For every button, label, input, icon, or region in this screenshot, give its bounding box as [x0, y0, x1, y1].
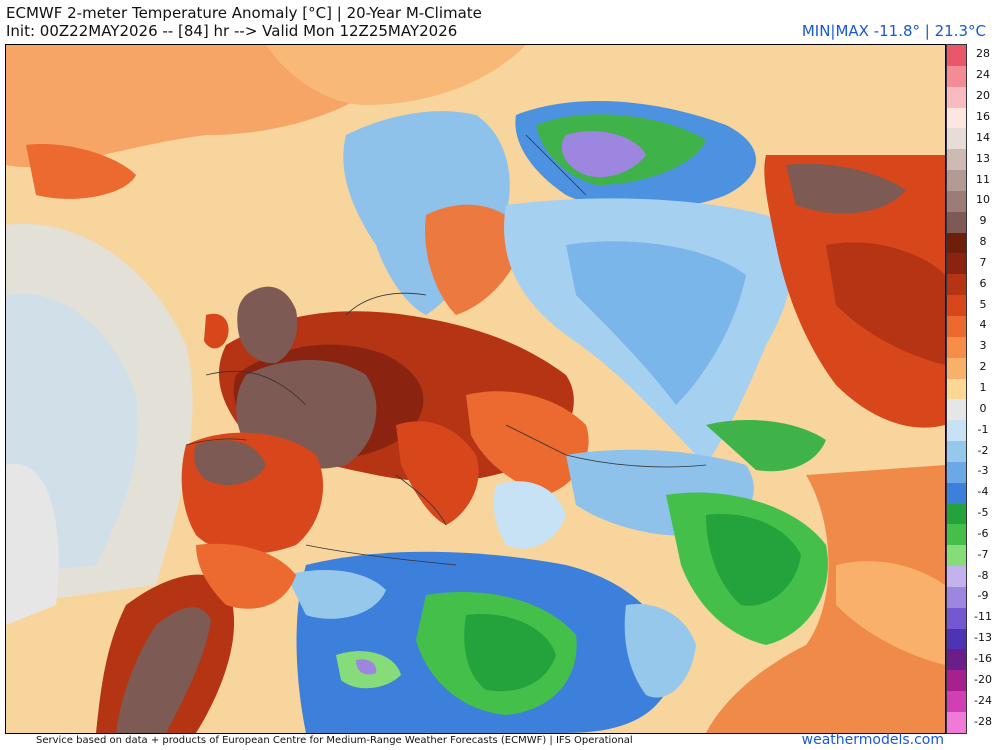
legend-swatch: [947, 170, 966, 191]
legend-swatch: [947, 607, 966, 629]
map-title: ECMWF 2-meter Temperature Anomaly [°C] |…: [6, 4, 482, 22]
legend-swatch: [947, 712, 966, 733]
legend-swatch: [947, 45, 966, 66]
legend-label: -1: [977, 422, 989, 436]
legend-swatch: [947, 149, 966, 171]
legend-label: -16: [974, 652, 992, 666]
legend-swatch: [947, 211, 966, 233]
legend-swatch: [947, 691, 966, 712]
legend-swatch: [947, 378, 966, 400]
legend-label: -5: [977, 506, 989, 520]
legend-swatch: [947, 253, 966, 275]
legend-swatch: [947, 461, 966, 483]
legend-swatch: [947, 315, 966, 337]
legend-swatch: [947, 649, 966, 671]
legend-label: 5: [979, 297, 987, 311]
legend-label: 7: [979, 255, 987, 269]
legend-label: -4: [977, 485, 989, 499]
legend-label: 28: [976, 47, 990, 61]
legend-label: 14: [976, 130, 990, 144]
legend-swatch: [947, 295, 966, 316]
legend-swatch: [947, 190, 966, 212]
legend-swatch: [947, 399, 966, 421]
legend-label: 16: [976, 109, 990, 123]
legend-label: 0: [979, 401, 987, 415]
legend-label: 9: [979, 214, 987, 228]
legend-label: -13: [974, 631, 992, 645]
legend-label: 20: [976, 89, 990, 103]
legend-label: -11: [974, 610, 992, 624]
legend-swatch: [947, 503, 966, 525]
legend-swatch: [947, 357, 966, 379]
legend-label: 11: [976, 172, 990, 186]
legend-label: -6: [977, 526, 989, 540]
legend-swatch: [947, 65, 966, 87]
legend-label: 2: [979, 360, 987, 374]
temperature-anomaly-map: [5, 44, 946, 734]
legend-swatch: [947, 232, 966, 254]
legend-label: -20: [974, 672, 992, 686]
legend-swatch: [947, 128, 966, 150]
brand-link[interactable]: weathermodels.com: [801, 732, 944, 748]
legend-swatch: [947, 566, 966, 587]
legend-label: -28: [974, 714, 992, 728]
legend-label: -2: [977, 443, 989, 457]
legend-swatch: [947, 336, 966, 358]
legend-swatch: [947, 86, 966, 108]
legend-swatch: [947, 107, 966, 129]
legend-swatch: [947, 274, 966, 296]
legend-label: -9: [977, 589, 989, 603]
legend-label: 13: [976, 151, 990, 165]
color-legend: [946, 44, 967, 734]
legend-label: -3: [977, 464, 989, 478]
legend-swatch: [947, 628, 966, 650]
credit-text: Service based on data + products of Euro…: [36, 735, 633, 746]
min-max-readout: MIN|MAX -11.8° | 21.3°C: [801, 22, 986, 40]
legend-swatch: [947, 670, 966, 692]
legend-labels: 28 24 20 16 14 13 11 10 9 8 7 6 5 4 3 2 1 0 -1 -2 -3 -4 -5 -6 -7…: [966, 44, 1000, 732]
legend-label: 24: [976, 68, 990, 82]
legend-label: 6: [979, 276, 987, 290]
legend-swatch: [947, 545, 966, 567]
legend-label: 1: [979, 381, 987, 394]
legend-label: 4: [979, 318, 987, 332]
legend-label: 10: [976, 193, 990, 207]
legend-swatch: [947, 441, 966, 462]
legend-swatch: [947, 524, 966, 546]
map-subtitle: Init: 00Z22MAY2026 -- [84] hr --> Valid …: [6, 22, 458, 40]
legend-label: 8: [979, 235, 987, 249]
legend-swatch: [947, 586, 966, 608]
legend-swatch: [947, 420, 966, 442]
legend-swatch: [947, 482, 966, 504]
legend-label: -8: [977, 568, 989, 582]
legend-label: -24: [974, 693, 992, 707]
legend-label: -7: [977, 547, 989, 561]
legend-label: 3: [979, 339, 987, 353]
